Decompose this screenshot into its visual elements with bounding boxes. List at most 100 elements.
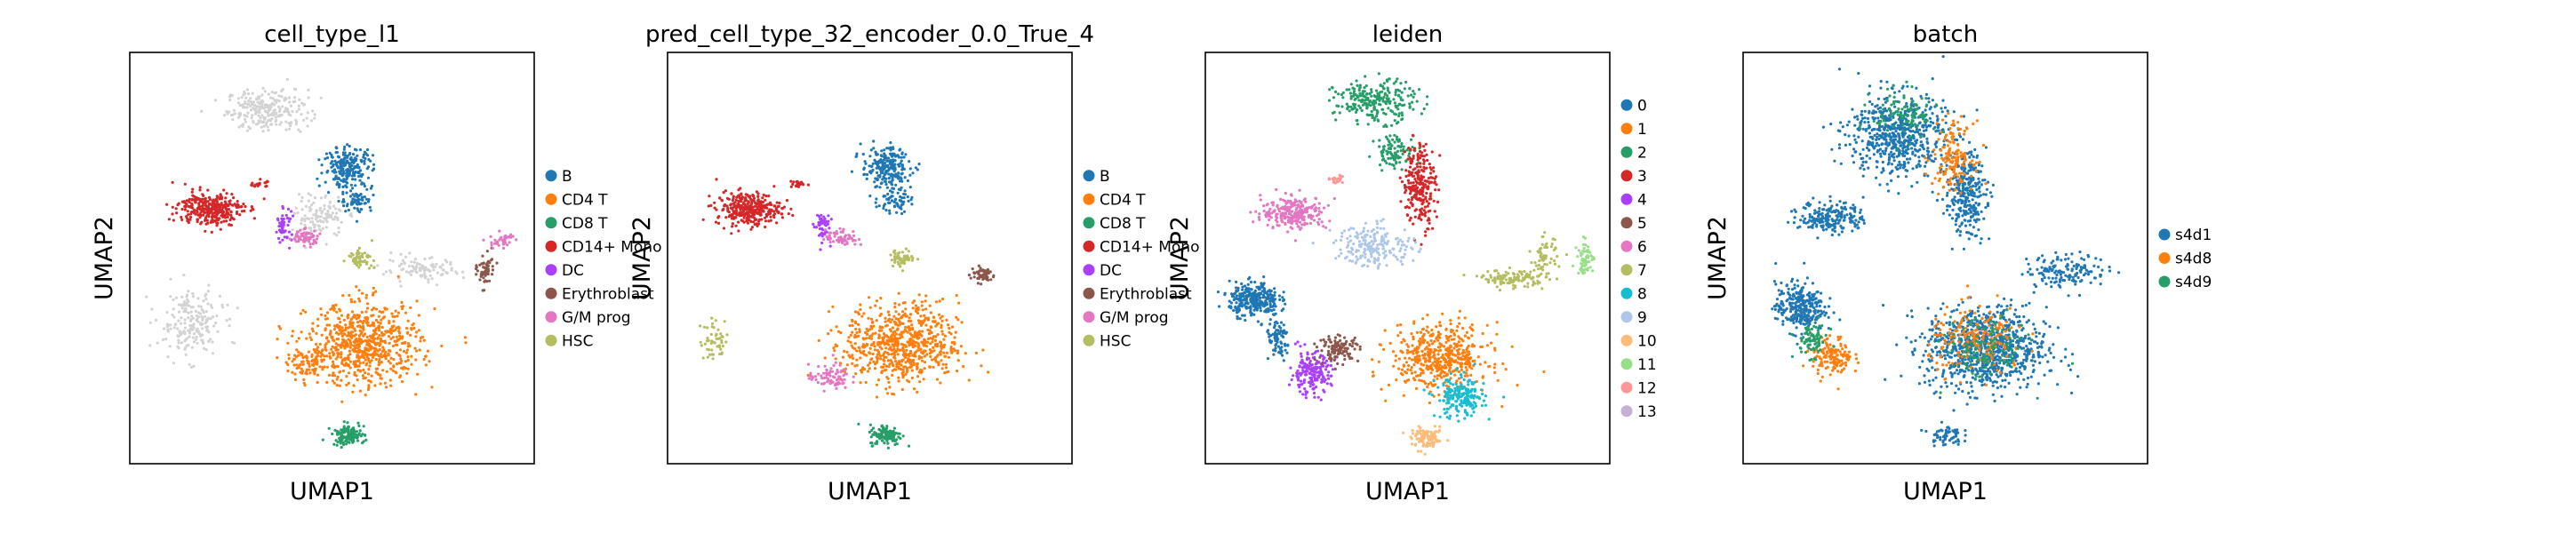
scatter-point	[340, 445, 343, 449]
scatter-point	[318, 219, 322, 222]
scatter-point	[342, 259, 346, 263]
scatter-point	[307, 96, 310, 99]
scatter-point	[1412, 349, 1416, 353]
scatter-point	[710, 325, 714, 329]
scatter-point	[368, 361, 372, 364]
scatter-point	[306, 124, 309, 128]
scatter-point	[378, 329, 381, 332]
scatter-point	[338, 307, 341, 311]
scatter-point	[280, 217, 284, 220]
scatter-point	[372, 333, 375, 337]
scatter-point	[314, 367, 317, 370]
scatter-point	[188, 327, 192, 330]
scatter-point	[916, 311, 920, 315]
scatter-point	[712, 340, 716, 344]
scatter-point	[1444, 328, 1448, 331]
scatter-point	[882, 428, 886, 432]
scatter-point	[825, 371, 828, 375]
scatter-point	[394, 370, 397, 374]
scatter-point	[374, 370, 378, 374]
scatter-point	[708, 348, 711, 352]
scatter-point	[404, 360, 408, 363]
scatter-point	[287, 217, 291, 220]
scatter-point	[859, 307, 862, 312]
scatter-point	[331, 211, 334, 215]
scatter-point	[246, 91, 251, 96]
scatter-point	[347, 428, 350, 432]
plot-frame	[667, 52, 1073, 465]
scatter-point	[871, 444, 875, 448]
scatter-point	[225, 192, 228, 195]
scatter-point	[486, 272, 490, 276]
scatter-point	[172, 315, 176, 319]
scatter-point	[401, 259, 404, 262]
scatter-point	[316, 235, 319, 238]
scatter-point	[428, 269, 431, 273]
scatter-point	[207, 210, 211, 213]
scatter-point	[1430, 328, 1434, 332]
scatter-point	[336, 375, 340, 378]
scatter-point	[977, 272, 980, 276]
scatter-point	[204, 298, 208, 301]
scatter-point	[325, 365, 330, 369]
scatter-point	[308, 205, 312, 209]
scatter-point	[266, 111, 269, 115]
scatter-point	[255, 123, 259, 126]
scatter-point	[914, 354, 917, 358]
scatter-point	[438, 265, 442, 268]
scatter-point	[237, 112, 241, 115]
scatter-point	[880, 165, 884, 169]
scatter-point	[491, 268, 495, 272]
scatter-point	[831, 354, 835, 357]
scatter-point	[242, 203, 245, 206]
scatter-point	[352, 153, 356, 156]
scatter-point	[335, 384, 339, 387]
scatter-point	[389, 328, 393, 331]
scatter-point	[1237, 305, 1241, 308]
scatter-point	[1274, 312, 1277, 315]
scatter-point	[307, 199, 310, 203]
scatter-point	[189, 310, 193, 314]
scatter-point	[348, 254, 351, 258]
scatter-point	[737, 229, 740, 233]
scatter-point	[884, 320, 887, 323]
scatter-point	[347, 330, 350, 334]
scatter-point	[824, 228, 828, 232]
scatter-point	[349, 317, 353, 322]
scatter-point	[384, 350, 388, 354]
scatter-point	[1253, 301, 1257, 306]
scatter-point	[850, 170, 854, 173]
scatter-point	[258, 105, 261, 108]
scatter-point	[433, 306, 436, 311]
scatter-point	[400, 300, 404, 305]
scatter-point	[829, 329, 833, 332]
scatter-point	[340, 179, 343, 182]
scatter-point	[209, 304, 212, 307]
scatter-point	[896, 175, 900, 179]
scatter-point	[325, 171, 329, 174]
scatter-point	[218, 217, 221, 220]
scatter-point	[722, 191, 725, 195]
scatter-point	[914, 340, 917, 344]
scatter-point	[900, 168, 904, 171]
scatter-point	[322, 220, 325, 224]
scatter-point	[319, 96, 323, 99]
scatter-point	[825, 369, 828, 372]
scatter-point	[345, 362, 348, 367]
scatter-point	[399, 357, 403, 361]
scatter-point	[860, 314, 864, 318]
scatter-point	[780, 216, 785, 219]
scatter-point	[737, 220, 740, 224]
scatter-point	[1247, 287, 1251, 290]
scatter-point	[862, 338, 866, 341]
scatter-point	[282, 223, 285, 227]
scatter-point	[716, 328, 720, 331]
scatter-point	[837, 237, 841, 241]
scatter-point	[243, 209, 246, 213]
scatter-point	[215, 199, 219, 203]
scatter-point	[337, 352, 340, 355]
scatter-point	[364, 152, 368, 155]
scatter-point	[1273, 337, 1276, 340]
scatter-point	[1400, 340, 1404, 345]
scatter-point	[366, 200, 371, 203]
